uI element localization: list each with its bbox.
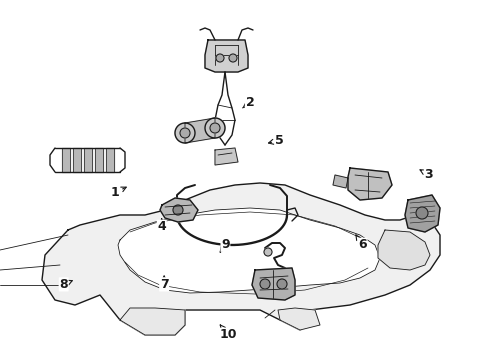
Text: 4: 4 [157, 219, 166, 233]
Polygon shape [185, 118, 215, 143]
Text: 2: 2 [243, 96, 254, 109]
Circle shape [277, 279, 287, 289]
Circle shape [216, 54, 224, 62]
Polygon shape [62, 148, 70, 172]
Circle shape [175, 123, 195, 143]
Polygon shape [405, 195, 440, 232]
Polygon shape [106, 148, 114, 172]
Polygon shape [348, 168, 392, 200]
Polygon shape [252, 268, 295, 300]
Text: 8: 8 [59, 278, 72, 291]
Polygon shape [333, 175, 348, 188]
Circle shape [229, 54, 237, 62]
Text: 5: 5 [269, 134, 284, 147]
Polygon shape [120, 308, 185, 335]
Polygon shape [215, 148, 238, 165]
Polygon shape [118, 208, 380, 293]
Text: 7: 7 [160, 276, 169, 291]
Polygon shape [42, 183, 440, 335]
Circle shape [264, 248, 272, 256]
Circle shape [173, 205, 183, 215]
Polygon shape [73, 148, 81, 172]
Text: 6: 6 [356, 235, 367, 251]
Polygon shape [205, 40, 248, 72]
Text: 10: 10 [219, 325, 237, 341]
Circle shape [416, 207, 428, 219]
Text: 1: 1 [111, 186, 126, 199]
Polygon shape [278, 308, 320, 330]
Circle shape [205, 118, 225, 138]
Polygon shape [378, 230, 430, 270]
Circle shape [180, 128, 190, 138]
Polygon shape [160, 198, 198, 222]
Circle shape [260, 279, 270, 289]
Circle shape [210, 123, 220, 133]
Polygon shape [95, 148, 103, 172]
Text: 9: 9 [220, 238, 230, 252]
Text: 3: 3 [420, 168, 433, 181]
Polygon shape [84, 148, 92, 172]
